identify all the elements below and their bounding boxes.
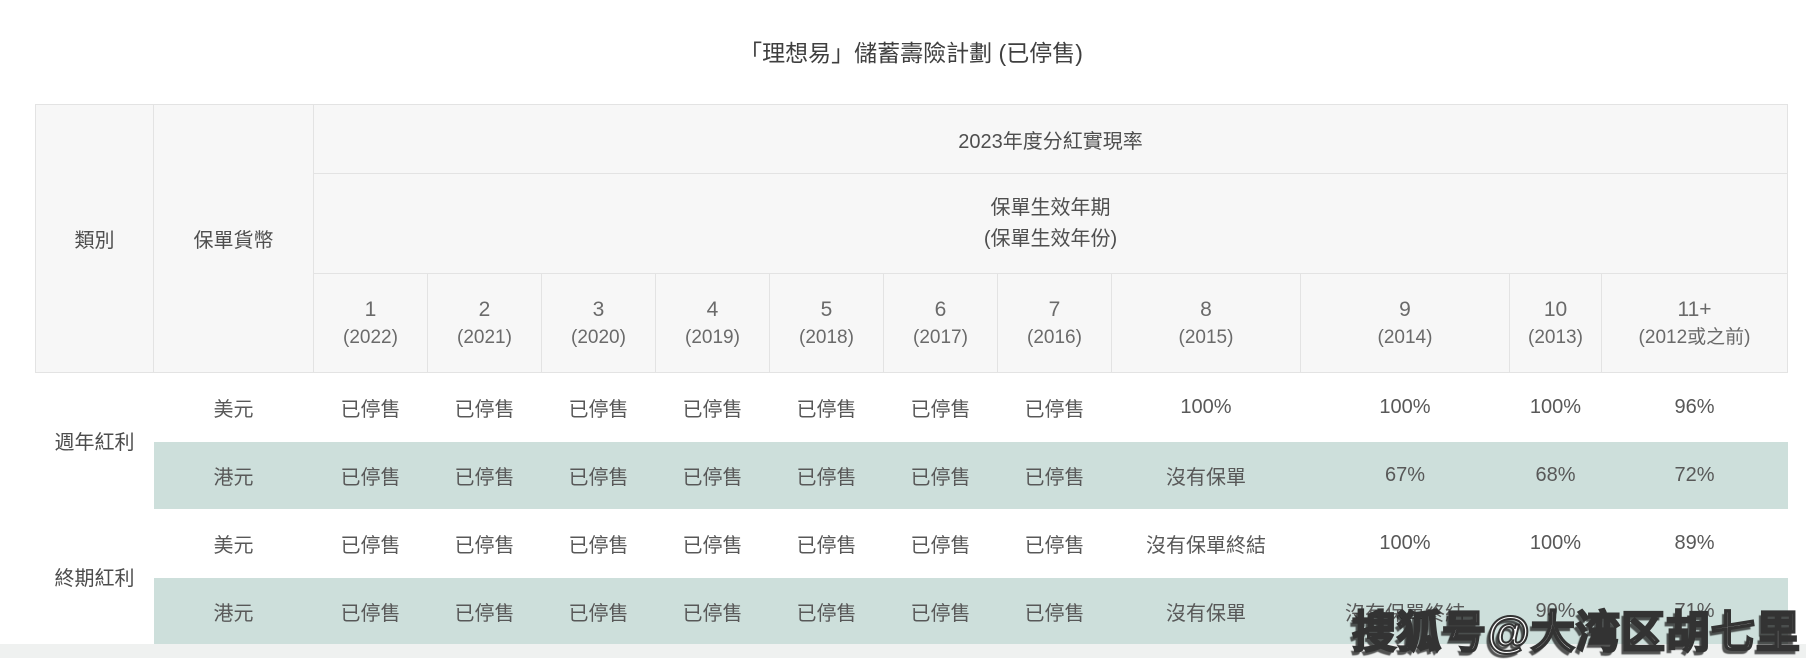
currency-cell: 美元 (153, 372, 314, 442)
header-group-title: 2023年度分紅實現率 (312, 104, 1789, 174)
year-column-header-1: 1 (2022) (313, 273, 428, 373)
year-column-header-8: 8 (2015) (1111, 273, 1301, 373)
header-row-years: 1 (2022) 2 (2021) 3 (2020) 4 (2019) 5 (2018) … (36, 273, 1789, 373)
category-cell-annual-dividend: 週年紅利 (35, 372, 154, 509)
rate-cell: 已停售 (883, 372, 998, 442)
watermark: 搜狐号@大湾区胡七里 (1351, 607, 1801, 658)
year-column-header-10: 10 (2013) (1509, 273, 1602, 373)
rate-cell: 已停售 (997, 577, 1112, 645)
rate-cell: 已停售 (655, 441, 770, 509)
rate-cell: 已停售 (655, 372, 770, 442)
rate-cell: 已停售 (541, 372, 656, 442)
rate-cell: 已停售 (883, 441, 998, 509)
year-column-header-3: 3 (2020) (541, 273, 656, 373)
table-row-annual-usd: 週年紅利 美元 已停售 已停售 已停售 已停售 已停售 已停售 已停售 100%… (35, 372, 1788, 509)
rate-cell: 已停售 (997, 441, 1112, 509)
rate-cell: 已停售 (769, 441, 884, 509)
category-cell-terminal-dividend: 終期紅利 (35, 508, 154, 645)
rate-cell: 90% (1509, 577, 1602, 645)
rate-cell: 已停售 (427, 577, 542, 645)
rate-cell: 100% (1509, 508, 1602, 578)
currency-cell: 港元 (153, 441, 314, 509)
header-row-group: 類別 保單貨幣 2023年度分紅實現率 (35, 104, 1789, 373)
currency-cell: 美元 (153, 508, 314, 578)
rate-cell: 已停售 (883, 508, 998, 578)
table-row-annual-hkd: 港元 已停售 已停售 已停售 已停售 已停售 已停售 已停售 沒有保單 67% … (36, 441, 1788, 509)
table-header: 類別 保單貨幣 2023年度分紅實現率 保單生效年期 (保單生效年份) 1 (20… (35, 104, 1789, 373)
rate-cell: 已停售 (541, 577, 656, 645)
rate-cell: 已停售 (313, 372, 428, 442)
header-currency: 保單貨幣 (153, 104, 314, 373)
rate-cell: 100% (1111, 372, 1301, 442)
rate-cell: 71% (1601, 577, 1788, 645)
header-category: 類別 (35, 104, 154, 373)
header-subgroup-line2: (保單生效年份) (983, 227, 1118, 250)
rate-cell: 已停售 (769, 508, 884, 578)
table-body: 週年紅利 美元 已停售 已停售 已停售 已停售 已停售 已停售 已停售 100%… (35, 372, 1788, 645)
rate-cell: 已停售 (655, 508, 770, 578)
rate-cell: 已停售 (427, 441, 542, 509)
year-column-header-7: 7 (2016) (997, 273, 1112, 373)
rate-cell: 已停售 (997, 508, 1112, 578)
rate-cell: 89% (1601, 508, 1788, 578)
rate-cell: 已停售 (997, 372, 1112, 442)
rate-cell: 已停售 (541, 441, 656, 509)
rate-cell: 100% (1509, 372, 1602, 442)
rate-cell: 68% (1509, 441, 1602, 509)
bottom-divider (0, 644, 1806, 658)
year-column-header-4: 4 (2019) (655, 273, 770, 373)
table-row-terminal-usd: 終期紅利 美元 已停售 已停售 已停售 已停售 已停售 已停售 已停售 沒有保單… (35, 508, 1788, 645)
year-column-header-5: 5 (2018) (769, 273, 884, 373)
rate-cell: 沒有保單 (1111, 441, 1301, 509)
rate-cell: 已停售 (541, 508, 656, 578)
year-column-header-2: 2 (2021) (427, 273, 542, 373)
rate-cell: 已停售 (313, 577, 428, 645)
rate-cell: 已停售 (427, 372, 542, 442)
rate-cell: 96% (1601, 372, 1788, 442)
rate-cell: 67% (1300, 441, 1510, 509)
year-column-header-11plus: 11+ (2012或之前) (1600, 273, 1789, 373)
rate-cell: 100% (1300, 508, 1510, 578)
table-row-terminal-hkd: 港元 已停售 已停售 已停售 已停售 已停售 已停售 已停售 沒有保單 沒有保單… (36, 577, 1788, 645)
header-row-subgroup: 保單生效年期 (保單生效年份) (36, 173, 1789, 274)
rate-cell: 已停售 (313, 441, 428, 509)
rate-cell: 72% (1601, 441, 1788, 509)
rate-cell: 已停售 (769, 372, 884, 442)
rate-cell: 已停售 (427, 508, 542, 578)
header-subgroup-line1: 保單生效年期 (990, 196, 1111, 219)
rate-cell: 沒有保單終結 (1300, 577, 1510, 645)
year-column-header-9: 9 (2014) (1300, 273, 1510, 373)
rate-cell: 已停售 (769, 577, 884, 645)
page-title: 「理想易」儲蓄壽險計劃 (已停售) (739, 40, 1083, 66)
currency-cell: 港元 (153, 577, 314, 645)
rate-cell: 沒有保單 (1111, 577, 1301, 645)
header-subgroup: 保單生效年期 (保單生效年份) (312, 173, 1789, 274)
rate-cell: 100% (1300, 372, 1510, 442)
rate-cell: 已停售 (313, 508, 428, 578)
dividend-rate-table: 類別 保單貨幣 2023年度分紅實現率 保單生效年期 (保單生效年份) 1 (20… (35, 104, 1789, 645)
rate-cell: 已停售 (655, 577, 770, 645)
year-column-header-6: 6 (2017) (883, 273, 998, 373)
rate-cell: 已停售 (883, 577, 998, 645)
rate-cell: 沒有保單終結 (1111, 508, 1301, 578)
